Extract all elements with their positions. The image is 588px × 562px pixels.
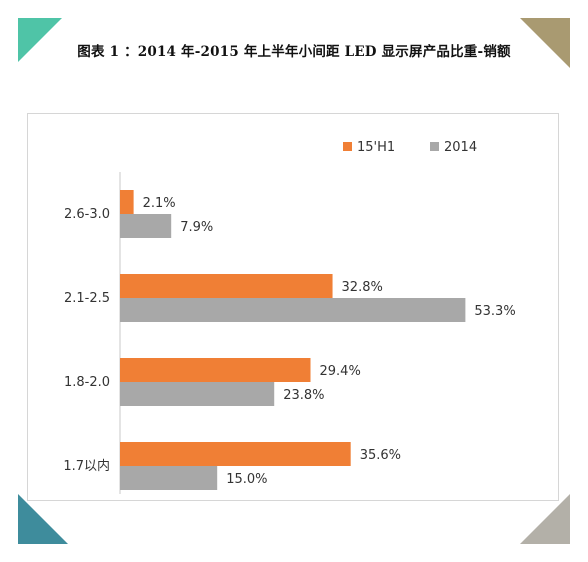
bar-2014 — [120, 382, 275, 406]
data-label-15h1: 35.6% — [360, 448, 401, 463]
data-label-2014: 23.8% — [283, 388, 324, 403]
legend-swatch-15h1 — [343, 142, 352, 151]
corner-decoration-bottom-left — [18, 494, 68, 544]
corner-decoration-bottom-right — [520, 494, 570, 544]
bar-15h1 — [120, 190, 134, 214]
data-label-15h1: 2.1% — [143, 196, 176, 211]
category-label: 2.6-3.0 — [64, 207, 110, 222]
data-label-2014: 7.9% — [180, 220, 213, 235]
bar-2014 — [120, 466, 218, 490]
category-label: 1.8-2.0 — [64, 375, 110, 390]
data-label-2014: 53.3% — [474, 304, 515, 319]
bar-15h1 — [120, 274, 333, 298]
chart-panel: 15'H1 2014 2.6-3.0 2.1% 7.9% 2.1-2.5 32.8% 53.3… — [27, 113, 559, 501]
data-label-15h1: 29.4% — [320, 364, 361, 379]
legend-label-15h1: 15'H1 — [357, 140, 395, 155]
category-label: 1.7以内 — [63, 458, 110, 474]
legend-swatch-2014 — [430, 142, 439, 151]
corner-decoration-top-left — [18, 18, 62, 62]
legend-label-2014: 2014 — [444, 140, 477, 155]
data-label-2014: 15.0% — [226, 472, 267, 487]
bar-2014 — [120, 298, 466, 322]
corner-decoration-top-right — [520, 18, 570, 68]
category-label: 2.1-2.5 — [64, 291, 110, 306]
bar-15h1 — [120, 442, 351, 466]
figure-title: 图表 1 ：2014 年-2015 年上半年小间距 LED 显示屏产品比重-销额 — [77, 44, 511, 60]
bar-15h1 — [120, 358, 311, 382]
bar-2014 — [120, 214, 172, 238]
data-label-15h1: 32.8% — [342, 280, 383, 295]
bar-chart: 15'H1 2014 2.6-3.0 2.1% 7.9% 2.1-2.5 32.8% 53.3… — [63, 140, 516, 494]
